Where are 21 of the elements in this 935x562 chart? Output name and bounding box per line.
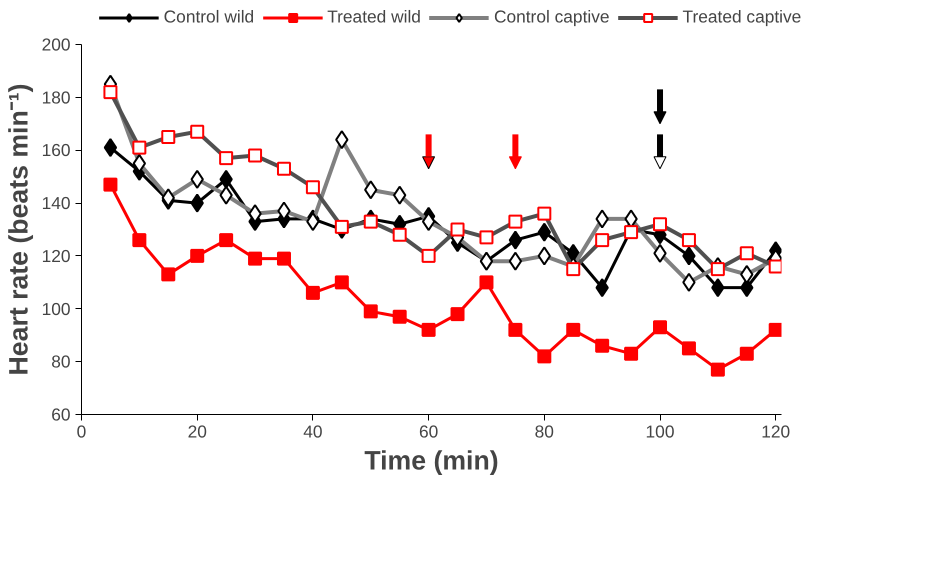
legend-label: Control wild — [164, 6, 254, 28]
y-tick-label: 60 — [51, 404, 71, 424]
legend-label: Treated wild — [327, 6, 421, 28]
x-tick-label: 80 — [534, 422, 554, 442]
y-tick-label: 80 — [51, 352, 71, 372]
x-tick-label: 100 — [646, 422, 674, 442]
y-axis-title: Heart rate (beats min⁻¹) — [4, 84, 34, 376]
y-tick-label: 180 — [42, 87, 71, 108]
x-tick-label: 60 — [418, 422, 438, 442]
x-tick-label: 40 — [303, 422, 323, 442]
y-tick-label: 100 — [42, 298, 71, 319]
legend-label: Treated captive — [682, 6, 802, 28]
y-tick-label: 160 — [42, 140, 71, 160]
x-tick-label: 0 — [76, 422, 86, 442]
x-axis-title: Time (min) — [364, 446, 499, 476]
y-tick-label: 140 — [42, 193, 71, 214]
legend-label: Control captive — [494, 6, 610, 28]
x-tick-label: 20 — [188, 422, 207, 442]
y-tick-label: 120 — [42, 246, 71, 266]
x-tick-label: 120 — [761, 422, 790, 442]
y-tick-label: 200 — [42, 34, 71, 54]
